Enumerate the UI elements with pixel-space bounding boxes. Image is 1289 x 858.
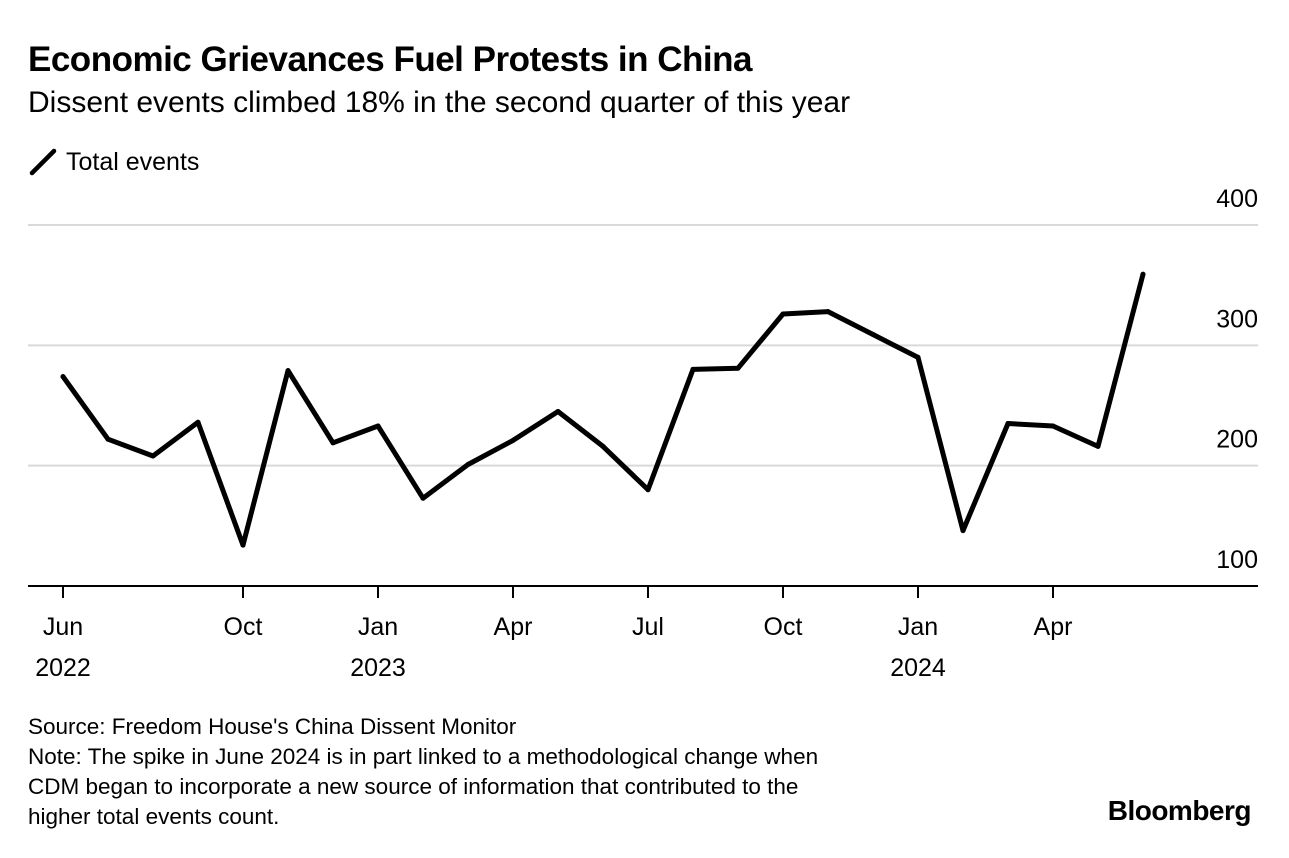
data-point [870,332,876,337]
data-point [960,528,966,534]
y-tick-label: 200 [1216,426,1258,454]
x-axis [28,585,1258,598]
y-axis-tick-labels: 100 200 300 400 [1216,185,1258,574]
source-text: Source: Freedom House's China Dissent Mo… [28,714,517,739]
data-point [330,440,336,446]
data-point [510,437,516,443]
data-point [420,495,426,501]
series-line-total-events [60,271,1146,548]
x-tick-year-label: 2022 [35,654,91,682]
x-tick-label: Apr [1034,613,1073,641]
data-point [915,354,921,360]
note-line: higher total events count. [28,804,280,829]
data-point [690,366,696,372]
data-point [645,487,651,493]
chart-title: Economic Grievances Fuel Protests in Chi… [28,40,752,79]
y-tick-label: 100 [1216,546,1258,574]
data-point [1050,423,1056,429]
data-point [195,419,201,425]
x-tick-label: Apr [494,613,533,641]
data-point [1005,421,1011,426]
data-point [555,409,561,414]
data-point [240,542,246,548]
note-line: Note: The spike in June 2024 is in part … [28,744,819,769]
legend-label: Total events [66,147,200,176]
x-tick-label: Jan [898,613,938,641]
y-tick-label: 400 [1216,185,1258,213]
x-tick-label: Jul [632,613,664,641]
chart-subtitle: Dissent events climbed 18% in the second… [28,86,851,119]
data-point [1095,443,1101,449]
x-tick-label: Jun [43,613,83,641]
data-point [105,436,111,442]
data-point [150,453,156,459]
data-point [1140,271,1146,277]
x-tick-label: Jan [358,613,398,641]
data-point [465,462,471,467]
x-tick-year-label: 2024 [890,654,946,682]
x-tick-year-label: 2023 [350,654,406,682]
data-point [60,374,66,380]
x-tick-label: Oct [224,613,263,641]
series-total-events [60,271,1146,548]
y-tick-label: 300 [1216,305,1258,333]
legend: Total events [28,147,199,177]
x-axis-tick-labels: Jun 2022 Oct Jan 2023 Apr Jul Oct Jan 2024 Apr [35,613,1072,682]
data-point [780,311,786,317]
chart-footer: Source: Freedom House's China Dissent Mo… [28,712,818,832]
legend-line-icon [29,148,57,176]
gridlines [28,224,1258,467]
data-point [825,309,831,315]
data-point [375,423,381,429]
data-point [735,365,741,371]
data-point [600,443,606,449]
note-line: CDM began to incorporate a new source of… [28,774,799,799]
bloomberg-logo: Bloomberg [1107,795,1252,826]
x-tick-label: Oct [764,613,803,641]
data-point [285,368,291,374]
